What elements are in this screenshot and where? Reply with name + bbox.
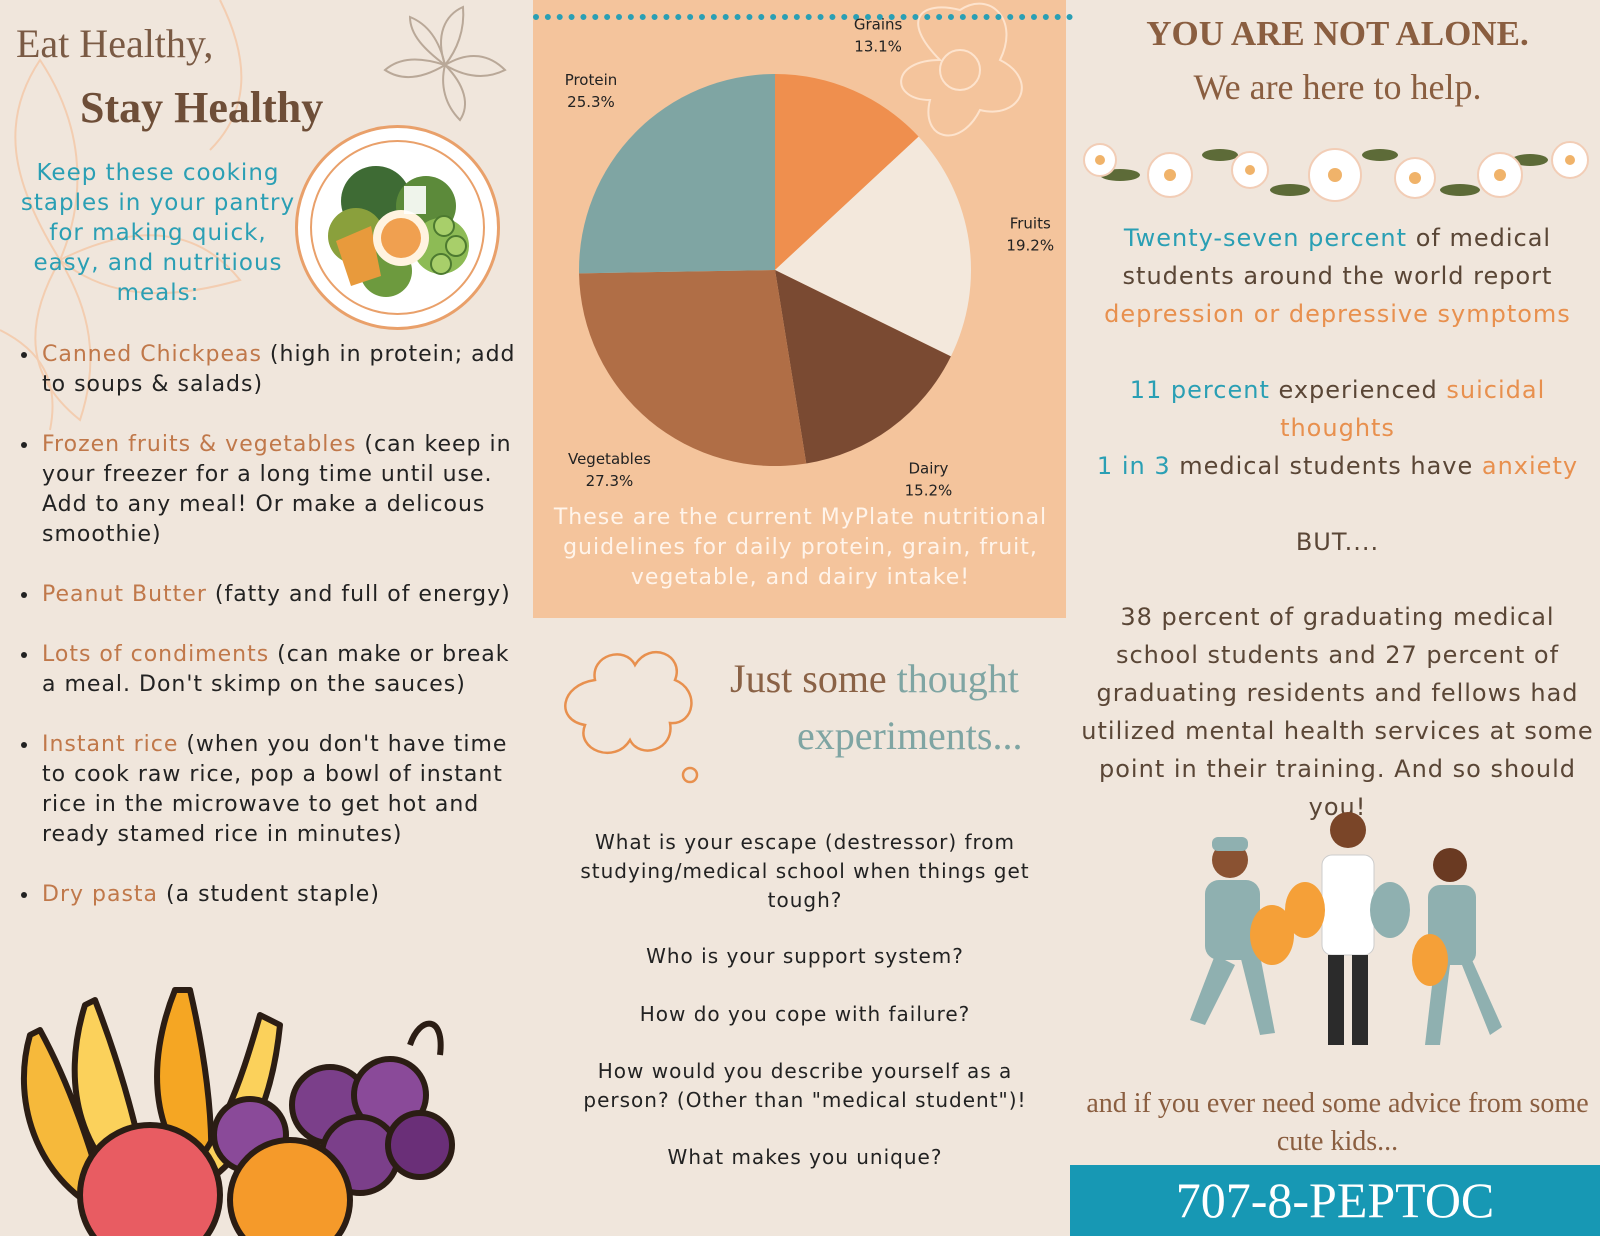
list-item: Instant rice (when you don't have time t… (40, 730, 520, 850)
list-item: Frozen fruits & vegetables (can keep in … (40, 430, 520, 550)
title-line-1: Eat Healthy, (16, 21, 214, 66)
pie-slice-protein (579, 74, 775, 274)
stat-services: 38 percent of graduating medical school … (1081, 603, 1594, 821)
pie-label-dairy: Dairy (908, 459, 948, 477)
pie-slice-grains (775, 74, 919, 270)
flower-garland-decoration (1083, 141, 1589, 202)
pie-label-vegetables: Vegetables (568, 450, 651, 468)
myplate-pie-chart: Grains 13.1% Fruits 19.2% Dairy 15.2% Vegetabl… (565, 15, 1054, 499)
staples-list: Canned Chickpeas (high in protein; add t… (0, 340, 520, 940)
list-item: Dry pasta (a student staple) (40, 880, 520, 910)
salad-plate-image (295, 125, 500, 330)
left-panel: Eat Healthy, Stay Healthy Keep these coo… (0, 0, 530, 1236)
but-text: BUT.... (1295, 528, 1380, 556)
question-5: What makes you unique? (667, 1145, 943, 1169)
thought-title-line-2: experiments... (797, 713, 1023, 758)
dotted-divider (533, 14, 1073, 20)
medical-workers-illustration (1190, 812, 1502, 1045)
not-alone-heading: YOU ARE NOT ALONE. (1146, 14, 1529, 53)
list-item: Lots of condiments (can make or break a … (40, 640, 520, 700)
list-item: Peanut Butter (fatty and full of energy) (40, 580, 520, 610)
title-line-2: Stay Healthy (80, 83, 324, 132)
phone-number: 707-8-PEPTOC (1175, 1172, 1495, 1228)
thought-cloud-icon (564, 651, 699, 784)
pie-value-dairy: 15.2% (905, 481, 953, 499)
fruit-illustration (20, 987, 455, 1236)
question-1: What is your escape (destressor) from st… (580, 830, 1030, 912)
pie-label-protein: Protein (565, 71, 618, 89)
chart-caption: These are the current MyPlate nutritiona… (553, 505, 1048, 590)
question-2: Who is your support system? (646, 944, 964, 968)
question-4: How would you describe yourself as a per… (583, 1059, 1027, 1112)
intro-text: Keep these cooking staples in your pantr… (20, 160, 296, 306)
pie-slice-dairy (775, 270, 951, 464)
phone-banner (1070, 1165, 1600, 1236)
stat-suicidal: 11 percent experienced suicidal thoughts (1129, 376, 1546, 442)
stat-anxiety: 1 in 3 medical students have anxiety (1096, 452, 1579, 480)
pie-label-fruits: Fruits (1010, 214, 1051, 232)
pie-slice-fruits (775, 136, 971, 357)
pie-value-grains: 13.1% (854, 37, 902, 55)
help-heading: We are here to help. (1193, 67, 1482, 107)
thought-title: Just some thought (730, 656, 1019, 701)
question-3: How do you cope with failure? (639, 1002, 971, 1026)
cute-kids-text: and if you ever need some advice from so… (1086, 1088, 1589, 1157)
flower-outline-decoration (900, 2, 1023, 137)
pie-value-fruits: 19.2% (1006, 236, 1054, 254)
pie-slice-vegetables (579, 270, 807, 466)
flower-outline-decoration (0, 0, 507, 431)
list-item: Canned Chickpeas (high in protein; add t… (40, 340, 520, 400)
pie-label-grains: Grains (854, 15, 903, 33)
salad-icon (328, 166, 469, 297)
pie-value-protein: 25.3% (567, 93, 615, 111)
pie-value-vegetables: 27.3% (586, 472, 634, 490)
stat-depression: Twenty-seven percent of medical students… (1104, 224, 1571, 328)
